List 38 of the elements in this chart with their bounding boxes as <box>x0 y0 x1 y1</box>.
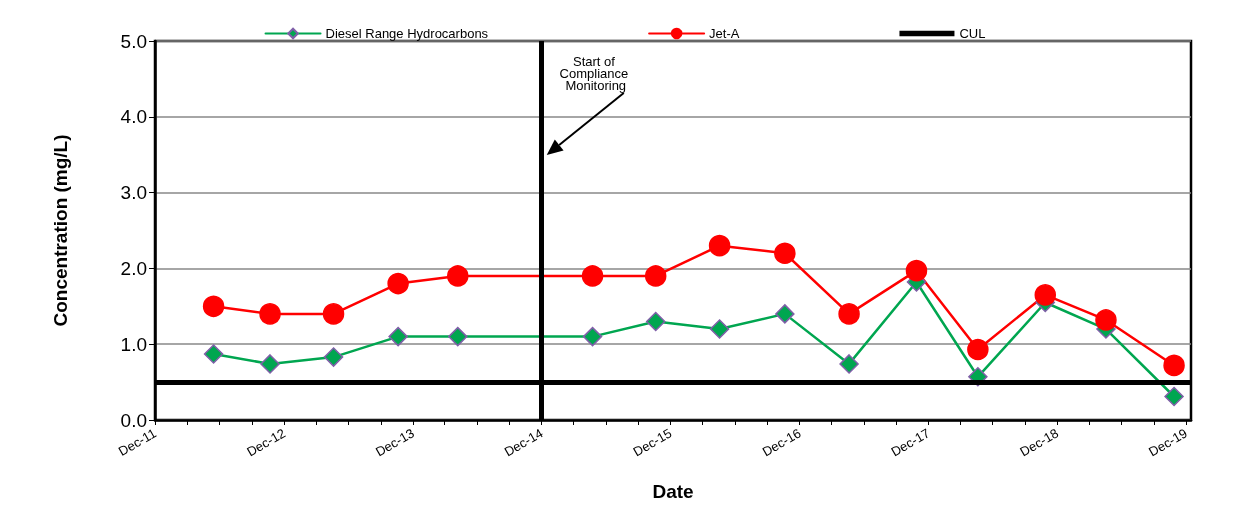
point <box>581 265 604 287</box>
point <box>323 347 344 367</box>
point <box>1034 284 1057 306</box>
point <box>203 344 224 364</box>
point <box>582 326 603 347</box>
y-tick-label: 2.0 <box>120 257 147 279</box>
x-axis-title: Date <box>652 481 694 502</box>
point <box>387 272 409 295</box>
point <box>448 326 468 347</box>
point <box>645 311 666 332</box>
y-tick-label: 0.0 <box>120 409 147 431</box>
point <box>260 354 280 374</box>
point <box>967 338 989 361</box>
y-axis-title: Concentration (mg/L) <box>50 134 71 327</box>
point <box>1163 354 1185 377</box>
legend-label: Diesel Range Hydrocarbons <box>325 26 489 41</box>
point <box>838 303 860 325</box>
y-tick-label: 5.0 <box>120 30 147 52</box>
point <box>1095 309 1117 331</box>
y-tick-label: 3.0 <box>120 182 147 204</box>
point <box>839 354 859 374</box>
point <box>447 265 469 287</box>
y-tick-label: 1.0 <box>120 333 147 355</box>
point <box>905 259 928 282</box>
point <box>775 304 795 324</box>
point <box>259 303 281 325</box>
annotation: Start of Compliance Monitoring <box>559 53 632 93</box>
point <box>322 303 345 325</box>
y-tick-label: 4.0 <box>120 106 147 128</box>
point <box>644 265 667 287</box>
point <box>709 319 730 339</box>
legend-label: Jet-A <box>709 26 740 41</box>
point <box>1164 386 1184 407</box>
point <box>388 326 408 347</box>
point <box>202 295 225 318</box>
point <box>774 242 796 264</box>
point <box>708 234 731 257</box>
legend-label: CUL <box>959 26 986 41</box>
